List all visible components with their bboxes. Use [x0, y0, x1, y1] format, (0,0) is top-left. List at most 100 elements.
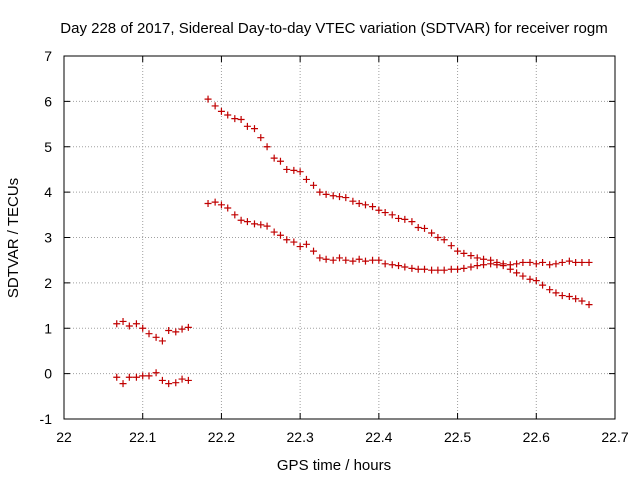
data-point-upper	[119, 317, 127, 325]
data-point-upper	[184, 323, 192, 331]
data-point-lower	[336, 254, 343, 262]
data-point-lower	[526, 258, 534, 266]
data-point-lower	[237, 216, 245, 224]
data-point-lower	[329, 256, 337, 264]
y-tick-label: 5	[44, 139, 52, 155]
data-point-upper	[302, 175, 310, 183]
data-point-upper	[539, 281, 547, 289]
data-point-upper	[401, 215, 409, 223]
data-point-lower	[572, 258, 580, 266]
grid	[64, 56, 615, 419]
data-point-lower	[369, 256, 377, 264]
data-point-lower	[113, 373, 121, 381]
data-point-lower	[414, 265, 422, 273]
data-point-lower	[231, 211, 239, 219]
y-tick-label: 3	[44, 230, 52, 246]
data-point-lower	[428, 266, 436, 274]
data-point-upper	[388, 211, 396, 219]
data-point-upper	[211, 102, 219, 110]
data-point-upper	[276, 157, 284, 165]
data-point-lower	[276, 231, 284, 239]
axis-ticks: 22 22.1 22.2 22.3 22.4 22.5 22.6 22.7 -1 0 1 2 3 4 5 6 7	[40, 48, 629, 445]
data-point-upper	[519, 272, 527, 280]
data-point-lower	[270, 228, 278, 236]
chart-title: Day 228 of 2017, Sidereal Day-to-day VTE…	[60, 20, 607, 37]
data-point-upper	[231, 115, 239, 123]
data-point-upper	[322, 190, 330, 198]
data-point-lower	[361, 257, 369, 265]
y-axis-label: SDTVAR / TECUs	[5, 178, 22, 298]
data-point-lower	[487, 260, 495, 268]
data-point-lower	[172, 379, 180, 387]
data-point-lower	[257, 221, 265, 229]
data-point-upper	[139, 324, 147, 332]
data-point-lower	[119, 380, 127, 388]
data-point-lower	[165, 380, 173, 388]
data-point-upper	[421, 224, 429, 232]
data-point-upper	[467, 252, 475, 260]
x-tick-label: 22.6	[523, 429, 550, 445]
data-point-upper	[204, 95, 212, 103]
x-tick-label: 22	[56, 429, 72, 445]
data-point-upper	[440, 236, 448, 244]
data-point-lower	[532, 260, 540, 268]
data-point-upper	[434, 234, 442, 241]
data-point-lower	[546, 261, 554, 269]
data-point-upper	[428, 229, 436, 237]
data-point-upper	[283, 165, 291, 173]
data-points	[113, 95, 593, 388]
data-point-lower	[290, 238, 298, 246]
data-point-upper	[158, 337, 166, 345]
data-point-lower	[460, 264, 468, 272]
data-point-upper	[290, 166, 298, 174]
x-tick-label: 22.4	[365, 429, 392, 445]
data-point-lower	[296, 243, 304, 251]
data-point-upper	[296, 168, 304, 176]
data-point-upper	[310, 181, 318, 189]
data-point-lower	[125, 373, 133, 381]
data-point-lower	[447, 265, 455, 273]
data-point-lower	[578, 258, 586, 266]
data-point-upper	[585, 301, 593, 309]
data-point-upper	[355, 199, 363, 207]
data-point-upper	[132, 320, 140, 328]
data-point-lower	[243, 218, 251, 226]
data-point-lower	[493, 261, 501, 269]
data-point-upper	[165, 327, 173, 335]
data-point-lower	[499, 260, 507, 268]
data-point-upper	[572, 295, 580, 303]
data-point-lower	[224, 204, 232, 212]
data-point-lower	[158, 376, 166, 384]
data-point-upper	[113, 320, 121, 328]
data-point-upper	[558, 292, 566, 300]
data-point-lower	[401, 263, 409, 271]
y-tick-label: 4	[44, 184, 52, 200]
data-point-upper	[395, 214, 403, 222]
data-point-lower	[217, 201, 225, 209]
data-point-upper	[526, 275, 534, 283]
data-point-lower	[565, 257, 573, 265]
data-point-lower	[381, 260, 389, 268]
data-point-upper	[578, 297, 586, 305]
data-point-upper	[178, 325, 186, 333]
x-tick-label: 22.3	[287, 429, 314, 445]
data-point-upper	[336, 193, 343, 201]
data-point-lower	[440, 266, 448, 274]
y-tick-label: -1	[40, 411, 53, 427]
data-point-upper	[565, 292, 573, 300]
data-point-upper	[237, 116, 245, 124]
data-point-upper	[172, 328, 180, 336]
x-tick-label: 22.5	[444, 429, 471, 445]
data-point-upper	[250, 125, 258, 133]
data-point-upper	[361, 201, 369, 209]
data-point-upper	[349, 197, 357, 205]
data-point-upper	[552, 289, 560, 297]
data-point-lower	[519, 258, 527, 266]
data-point-upper	[316, 188, 324, 196]
data-point-upper	[414, 224, 422, 232]
series-lower	[113, 198, 593, 388]
data-point-lower	[355, 255, 363, 263]
data-point-lower	[152, 369, 160, 377]
x-tick-label: 22.1	[129, 429, 156, 445]
